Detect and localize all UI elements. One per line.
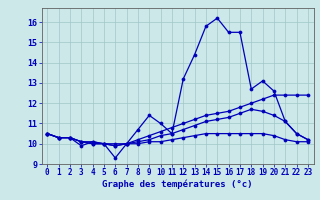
X-axis label: Graphe des températures (°c): Graphe des températures (°c)	[102, 180, 253, 189]
